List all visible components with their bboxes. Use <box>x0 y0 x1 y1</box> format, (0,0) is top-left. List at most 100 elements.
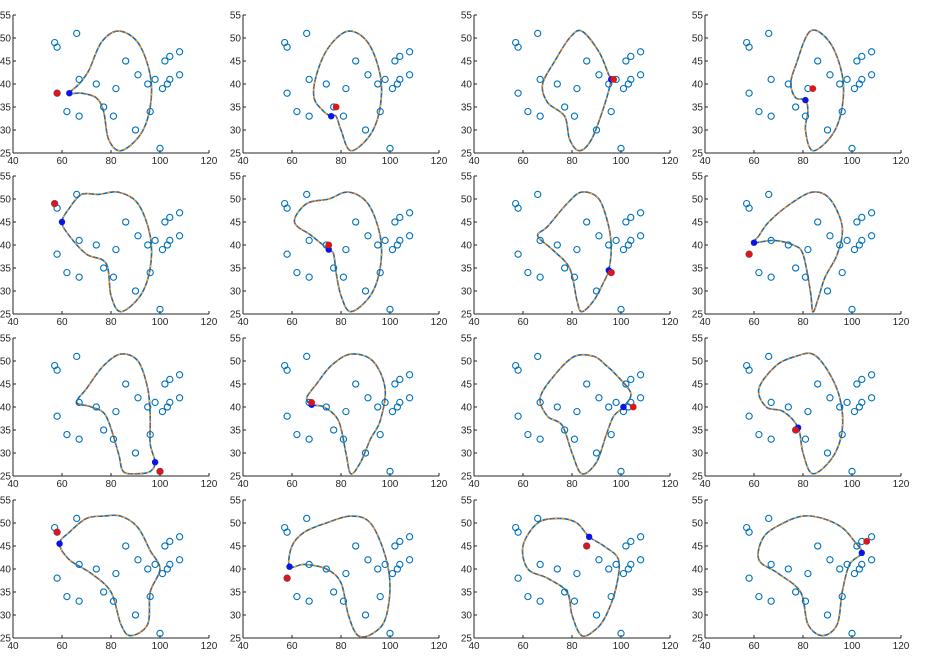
x-tick-label: 60 <box>286 479 298 490</box>
x-tick-label: 60 <box>286 641 298 652</box>
y-tick-label: 40 <box>0 565 11 576</box>
data-point <box>627 236 635 245</box>
y-tick-label: 25 <box>0 634 11 645</box>
data-point <box>514 250 522 258</box>
data-point <box>514 366 522 374</box>
data-point <box>848 467 856 476</box>
curve-line <box>68 30 153 152</box>
y-tick-label: 25 <box>230 149 242 160</box>
x-tick-label: 120 <box>893 156 910 167</box>
data-point <box>166 375 174 384</box>
data-point <box>823 126 832 134</box>
data-point <box>73 352 81 361</box>
y-tick-label: 30 <box>230 287 242 298</box>
data-point <box>161 218 169 226</box>
data-point <box>396 213 404 222</box>
data-point <box>396 75 404 84</box>
data-point <box>561 264 569 272</box>
curve-line-dash-2 <box>68 30 153 152</box>
y-tick-label: 40 <box>461 565 473 576</box>
data-point <box>573 569 581 578</box>
data-point <box>92 241 100 249</box>
data-point <box>627 213 635 222</box>
y-tick-label: 55 <box>0 172 11 183</box>
curve-line-dash-1 <box>752 191 844 313</box>
data-point <box>570 112 579 120</box>
data-point <box>607 107 615 116</box>
curve-line-dash-2 <box>539 354 632 475</box>
data-point <box>175 371 184 379</box>
data-point <box>850 245 859 254</box>
data-point <box>622 218 630 226</box>
data-point <box>767 273 775 281</box>
y-tick-label: 40 <box>0 403 11 414</box>
data-point <box>514 43 522 51</box>
data-point <box>627 52 635 61</box>
y-tick-label: 40 <box>461 80 473 91</box>
data-point <box>848 305 856 314</box>
y-tick-label: 30 <box>0 611 11 622</box>
data-point <box>514 412 522 420</box>
data-point <box>605 403 613 411</box>
subplot-5: 40 60 80 100 120 25 30 35 40 45 50 55 <box>0 172 218 329</box>
data-point <box>112 245 120 254</box>
curve-line-dash-1 <box>293 191 383 313</box>
data-point <box>374 241 382 249</box>
data-point <box>109 435 118 443</box>
data-point <box>75 273 83 281</box>
data-point <box>814 380 822 388</box>
data-point <box>853 218 861 226</box>
curve-line-dash-1 <box>58 514 161 637</box>
x-tick-label: 120 <box>893 317 910 328</box>
red-marker <box>745 250 753 258</box>
data-point <box>792 588 800 596</box>
y-tick-label: 30 <box>461 287 473 298</box>
data-point <box>156 144 164 153</box>
data-point <box>53 574 61 582</box>
curve-line <box>58 514 161 637</box>
data-point <box>342 569 350 578</box>
data-point <box>283 43 291 51</box>
x-tick-label: 100 <box>382 641 399 652</box>
data-point <box>867 209 876 217</box>
data-point <box>858 213 866 222</box>
x-tick-label: 120 <box>893 641 910 652</box>
data-point <box>364 71 372 79</box>
y-tick-label: 45 <box>230 218 242 229</box>
curve-line-dash-2 <box>757 515 863 637</box>
data-point <box>175 48 184 56</box>
curve-line-dash-2 <box>757 352 844 475</box>
data-point <box>627 75 635 84</box>
data-point <box>765 514 773 523</box>
data-point <box>53 43 61 51</box>
data-point <box>305 273 313 281</box>
curve-line-dash-2 <box>541 29 613 152</box>
y-tick-label: 35 <box>692 588 704 599</box>
subplot-1: 40 60 80 100 120 25 30 35 40 45 50 55 <box>0 11 218 168</box>
data-point <box>792 264 800 272</box>
data-point <box>75 597 83 605</box>
y-tick-label: 40 <box>692 403 704 414</box>
data-point <box>388 245 397 254</box>
y-tick-label: 50 <box>0 357 11 368</box>
subplot-9: 40 60 80 100 120 25 30 35 40 45 50 55 <box>0 334 218 491</box>
data-point <box>561 103 569 111</box>
data-point <box>100 588 108 596</box>
data-point <box>305 75 313 84</box>
data-point <box>112 569 120 578</box>
data-point <box>595 71 603 79</box>
curve-line-dash-2 <box>293 191 383 313</box>
subplot-4: 40 60 80 100 120 25 30 35 40 45 50 55 <box>692 11 910 168</box>
data-point <box>617 305 625 314</box>
y-tick-label: 30 <box>692 287 704 298</box>
data-point <box>146 107 154 116</box>
data-point <box>843 236 851 245</box>
data-point <box>305 112 313 120</box>
x-tick-label: 120 <box>431 317 448 328</box>
y-tick-label: 55 <box>461 172 473 183</box>
data-point <box>592 449 601 457</box>
data-point <box>156 629 164 638</box>
data-point <box>536 112 544 120</box>
x-tick-label: 100 <box>613 641 630 652</box>
data-point <box>112 84 120 93</box>
